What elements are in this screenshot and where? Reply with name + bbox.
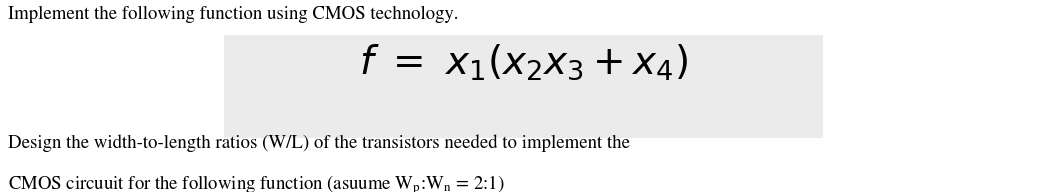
Text: Design the width-to-length ratios (W/L) of the transistors needed to implement t: Design the width-to-length ratios (W/L) … xyxy=(8,134,630,152)
FancyBboxPatch shape xyxy=(224,35,823,138)
Text: CMOS circuuit for the following function (asuume $\mathregular{W_p}$:$\mathregul: CMOS circuuit for the following function… xyxy=(8,173,505,192)
Text: Implement the following function using CMOS technology.: Implement the following function using C… xyxy=(8,6,458,23)
Text: $f \ = \ x_1(x_2x_3 + x_4)$: $f \ = \ x_1(x_2x_3 + x_4)$ xyxy=(358,42,688,82)
